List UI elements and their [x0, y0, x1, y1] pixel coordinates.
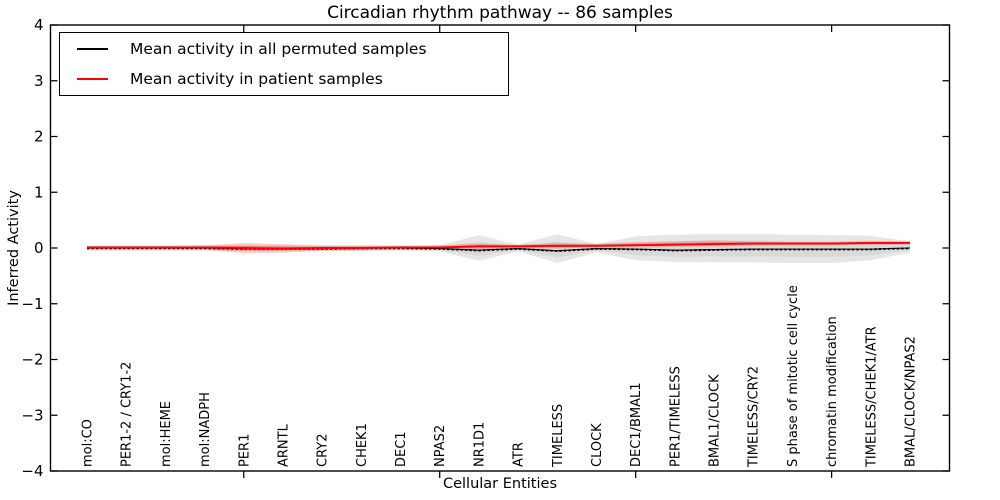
y-tick-label: −2	[21, 351, 43, 369]
x-category-label: S phase of mitotic cell cycle	[786, 285, 801, 467]
y-tick-label: −3	[21, 406, 43, 424]
x-category-label: PER1	[237, 434, 252, 467]
x-category-label: TIMELESS/CHEK1/ATR	[864, 326, 879, 468]
x-category-label: ARNTL	[276, 423, 291, 467]
x-category-label: mol:HEME	[159, 401, 174, 467]
patient-mean-line	[87, 242, 910, 250]
legend-label-patient: Mean activity in patient samples	[130, 69, 383, 88]
legend-line-permuted-icon	[77, 48, 108, 51]
x-category-label: DEC1	[394, 431, 409, 467]
x-category-label: CRY2	[316, 434, 331, 468]
x-category-label: PER1/TIMELESS	[668, 366, 683, 467]
legend-item-patient: Mean activity in patient samples	[60, 66, 508, 92]
legend: Mean activity in all permuted samples Me…	[59, 32, 509, 96]
y-tick-label: 0	[34, 239, 44, 257]
x-category-label: CHEK1	[355, 423, 370, 467]
y-tick-label: −1	[21, 295, 43, 313]
x-category-label: PER1-2 / CRY1-2	[120, 362, 135, 467]
x-category-label: BMAL1/CLOCK	[708, 374, 723, 467]
x-category-label: TIMELESS	[551, 404, 566, 468]
y-tick-label: −4	[21, 462, 43, 480]
y-tick-label: 1	[34, 183, 44, 201]
x-category-label: mol:CO	[81, 419, 96, 467]
permuted-range-band	[87, 234, 910, 264]
y-axis-label: Inferred Activity	[6, 190, 22, 306]
y-tick-label: 4	[34, 16, 44, 34]
x-category-label: NPAS2	[433, 425, 448, 467]
x-category-label: CLOCK	[590, 423, 605, 467]
x-category-label: DEC1/BMAL1	[629, 383, 644, 468]
x-category-label: TIMELESS/CRY2	[747, 366, 762, 468]
x-category-label: BMAL/CLOCK/NPAS2	[904, 336, 919, 467]
y-tick-label: 2	[34, 128, 44, 146]
x-axis-label: Cellular Entities	[442, 476, 558, 492]
legend-line-patient-icon	[77, 77, 108, 80]
y-tick-label: 3	[34, 72, 44, 90]
x-category-label: ATR	[512, 442, 527, 467]
legend-label-permuted: Mean activity in all permuted samples	[130, 40, 427, 59]
x-category-label: NR1D1	[472, 422, 487, 467]
x-category-label: chromatin modification	[825, 316, 840, 467]
legend-item-permuted: Mean activity in all permuted samples	[60, 36, 508, 62]
x-category-label: mol:NADPH	[198, 392, 213, 467]
chart-title: Circadian rhythm pathway -- 86 samples	[327, 3, 673, 23]
